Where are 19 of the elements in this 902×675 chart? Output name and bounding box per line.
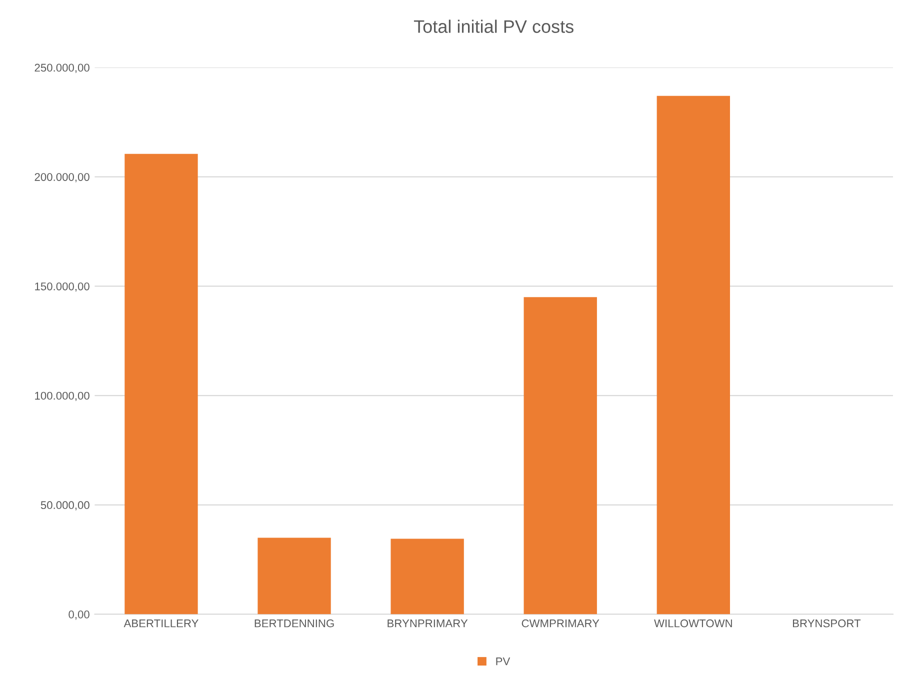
chart-title: Total initial PV costs (414, 20, 574, 33)
bar (524, 297, 597, 614)
x-tick-label: WILLOWTOWN (654, 619, 732, 628)
y-tick-label: 250.000,00 (34, 64, 90, 73)
y-tick-label: 200.000,00 (34, 173, 90, 182)
x-tick-label: BRYNPRIMARY (388, 620, 468, 628)
x-tick-label: BERTDENNING (254, 619, 334, 628)
x-tick-label: CWMPRIMARY (522, 619, 600, 628)
y-tick-label: 50.000,00 (40, 501, 90, 510)
x-tick-label: BRYNSPORT (792, 619, 861, 628)
y-tick-label: 150.000,00 (35, 282, 90, 292)
legend-label: PV (496, 658, 510, 666)
x-tick-label: ABERTILLERY (124, 620, 198, 628)
bar (656, 96, 730, 614)
y-tick-label: 100.000,00 (35, 392, 90, 401)
bar (258, 538, 331, 614)
y-tick-label: 0,00 (68, 610, 90, 620)
bar (390, 538, 464, 614)
bar (124, 154, 198, 614)
